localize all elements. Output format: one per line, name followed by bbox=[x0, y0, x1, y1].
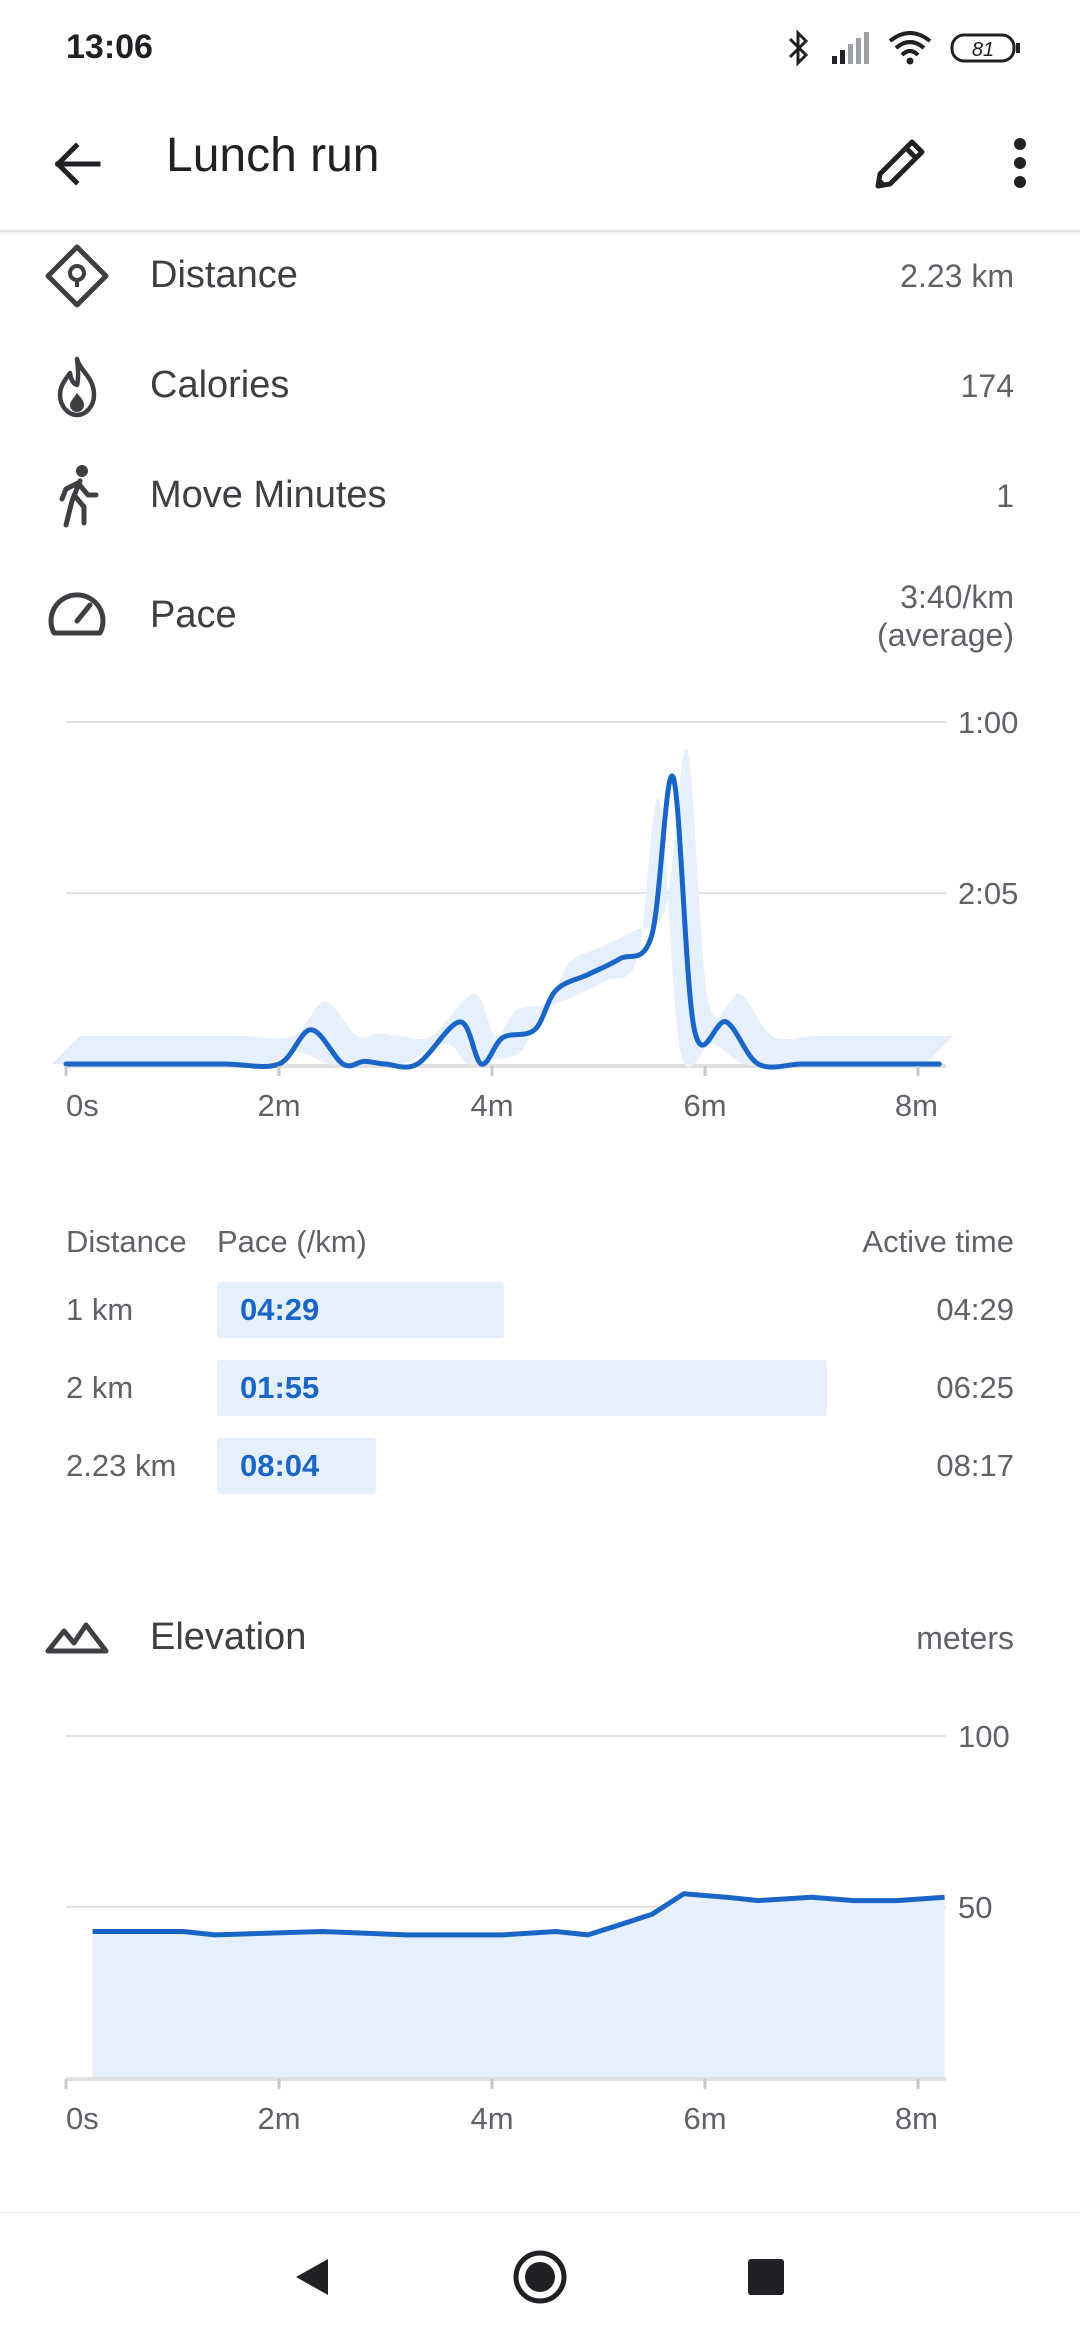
x-tick-label: 4m bbox=[470, 2101, 513, 2136]
split-distance: 1 km bbox=[66, 1292, 134, 1327]
split-pace-bar bbox=[217, 1438, 376, 1494]
stat-move-minutes: Move Minutes 1 bbox=[0, 446, 1080, 546]
split-row: 2 km 01:55 06:25 bbox=[0, 1360, 1080, 1416]
route-pin-icon bbox=[45, 244, 109, 308]
pace-chart[interactable]: 0s 2m 4m 6m 8m 1:00 2:05 bbox=[0, 690, 1080, 1140]
elevation-header: Elevation meters bbox=[0, 1588, 1080, 1688]
speedometer-icon bbox=[48, 592, 106, 636]
splits-header-time: Active time bbox=[862, 1224, 1014, 1259]
pace-average-caption: (average) bbox=[877, 617, 1014, 653]
stat-label: Move Minutes bbox=[150, 474, 387, 516]
signal-icon bbox=[832, 32, 869, 64]
home-circle-icon[interactable] bbox=[510, 2247, 570, 2307]
stat-calories: Calories 174 bbox=[0, 336, 1080, 436]
pace-average-value: 3:40/km bbox=[900, 579, 1014, 615]
walking-person-icon bbox=[59, 465, 99, 528]
stat-label: Distance bbox=[150, 254, 298, 296]
mountain-icon bbox=[45, 1622, 109, 1654]
x-tick-label: 8m bbox=[895, 1088, 938, 1123]
battery-icon: 81 bbox=[950, 33, 1020, 63]
elevation-label: Elevation bbox=[150, 1616, 307, 1658]
stat-pace: Pace 3:40/km (average) bbox=[0, 566, 1080, 686]
splits-header-pace: Pace (/km) bbox=[217, 1224, 367, 1259]
splits-header-distance: Distance bbox=[66, 1224, 187, 1259]
x-tick-label: 2m bbox=[257, 1088, 300, 1123]
split-distance: 2.23 km bbox=[66, 1448, 177, 1483]
elevation-unit: meters bbox=[916, 1620, 1014, 1656]
stat-value: 174 bbox=[960, 368, 1014, 404]
app-bar: Lunch run bbox=[0, 96, 1080, 232]
pace-range-band bbox=[52, 748, 954, 1068]
status-icons: 81 bbox=[786, 28, 1022, 68]
stat-distance: Distance 2.23 km bbox=[0, 226, 1080, 326]
split-distance: 2 km bbox=[66, 1370, 134, 1405]
stat-label: Calories bbox=[150, 364, 290, 406]
recents-square-icon[interactable] bbox=[736, 2247, 796, 2307]
back-triangle-icon[interactable] bbox=[282, 2247, 342, 2307]
x-tick-label: 4m bbox=[470, 1088, 513, 1123]
y-tick-label: 50 bbox=[958, 1890, 992, 1925]
split-active-time: 08:17 bbox=[936, 1448, 1014, 1483]
edit-pencil-icon[interactable] bbox=[866, 128, 936, 198]
split-row: 2.23 km 08:04 08:17 bbox=[0, 1438, 1080, 1494]
wifi-icon bbox=[888, 31, 932, 65]
status-bar: 13:06 81 bbox=[0, 0, 1080, 96]
elevation-area-fill bbox=[92, 1893, 945, 2079]
split-active-time: 04:29 bbox=[936, 1292, 1014, 1327]
split-pace-bar bbox=[217, 1282, 504, 1338]
y-tick-label: 1:00 bbox=[958, 705, 1018, 740]
split-pace: 08:04 bbox=[240, 1448, 320, 1483]
x-tick-label: 6m bbox=[683, 2101, 726, 2136]
bluetooth-icon bbox=[788, 29, 809, 67]
split-pace: 01:55 bbox=[240, 1370, 320, 1405]
page-title: Lunch run bbox=[166, 129, 380, 182]
elevation-chart[interactable]: 0s 2m 4m 6m 8m 100 50 bbox=[0, 1700, 1080, 2150]
more-vert-icon[interactable] bbox=[1000, 128, 1040, 198]
flame-icon bbox=[57, 356, 97, 418]
x-tick-label: 6m bbox=[683, 1088, 726, 1123]
elevation-series-line bbox=[92, 1891, 945, 1938]
x-tick-label: 0s bbox=[66, 2101, 99, 2136]
stat-label: Pace bbox=[150, 594, 237, 636]
x-tick-label: 8m bbox=[895, 2101, 938, 2136]
split-pace-bar bbox=[217, 1360, 827, 1416]
back-arrow-icon[interactable] bbox=[44, 130, 112, 198]
y-tick-label: 2:05 bbox=[958, 876, 1018, 911]
status-time: 13:06 bbox=[66, 28, 153, 66]
split-row: 1 km 04:29 04:29 bbox=[0, 1282, 1080, 1338]
y-tick-label: 100 bbox=[958, 1719, 1010, 1754]
stat-value: 2.23 km bbox=[900, 258, 1014, 294]
pace-series-line bbox=[63, 773, 942, 1070]
stat-value-group: 3:40/km (average) bbox=[877, 578, 1014, 654]
system-nav-bar bbox=[0, 2212, 1080, 2340]
stat-value: 1 bbox=[996, 478, 1014, 514]
battery-level: 81 bbox=[972, 39, 994, 61]
x-tick-label: 2m bbox=[257, 2101, 300, 2136]
split-pace: 04:29 bbox=[240, 1292, 320, 1327]
x-tick-label: 0s bbox=[66, 1088, 99, 1123]
split-active-time: 06:25 bbox=[936, 1370, 1014, 1405]
